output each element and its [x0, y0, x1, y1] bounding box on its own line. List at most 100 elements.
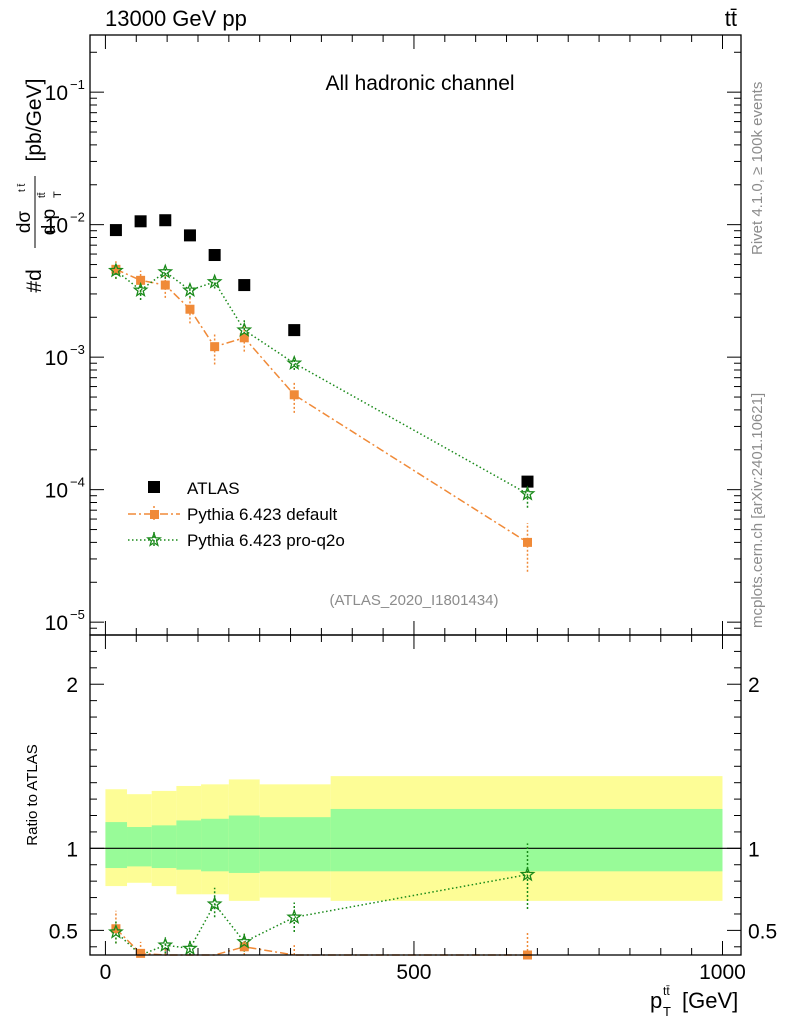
- ratio-band-stat: [201, 818, 229, 872]
- ratio-band-stat: [127, 827, 152, 867]
- main-ytick-labels: 10−110−210−310−410−5: [45, 77, 85, 635]
- main-panel: All hadronic channel 10−110−210−310 −410−…: [45, 34, 742, 636]
- ratio-band-stat: [105, 822, 128, 869]
- ratio-band-stat: [330, 808, 723, 872]
- main-marker-star: [182, 281, 198, 297]
- legend-marker-proq2o: [146, 531, 162, 547]
- ratio-ytick-label-right: 2: [748, 674, 760, 697]
- main-series-line: [115, 270, 528, 495]
- ratio-ytick-label-right: 1: [748, 838, 760, 861]
- legend: ATLAS Pythia 6.423 default Pythia 6.423 …: [128, 479, 345, 550]
- main-marker-square: [522, 537, 532, 547]
- main-marker-square: [239, 333, 249, 343]
- legend-marker-default: [150, 510, 159, 519]
- ratio-ytick-label-left: 1: [66, 838, 78, 861]
- main-marker-star: [157, 263, 174, 279]
- ratio-marker-square: [136, 948, 146, 958]
- legend-label-default: Pythia 6.423 default: [187, 505, 338, 524]
- main-marker-square: [238, 279, 251, 292]
- ratio-ytick-labels: 0.5 0.5 1 1 2 2: [49, 674, 777, 943]
- ratio-marker-star: [519, 866, 536, 882]
- main-ytick-label-base: 10: [45, 82, 68, 105]
- main-marker-square: [160, 280, 170, 290]
- main-error-bars: [115, 261, 529, 572]
- ratio-marker-star: [286, 908, 303, 925]
- main-ytick-label-exp: −3: [70, 342, 85, 357]
- main-marker-square: [109, 224, 122, 237]
- main-marker-square: [185, 304, 195, 314]
- main-ytick-label-exp: −4: [70, 475, 85, 490]
- main-markers: [107, 214, 536, 547]
- legend-label-atlas: ATLAS: [187, 479, 240, 498]
- main-ylabel: #d [pb/GeV] dσ t t̄ d p T tt̄: [14, 79, 64, 293]
- ratio-band-stat: [228, 815, 260, 873]
- main-ytick-label-exp: −2: [70, 210, 85, 225]
- main-marker-square: [208, 249, 221, 262]
- ratio-panel: 0.5 0.5 1 1 2 2 0 500 1000: [49, 634, 777, 984]
- svg-text:#d [pb/GeV]: #d [pb/GeV]: [23, 79, 46, 293]
- xlabel-sup: tt̄: [663, 984, 670, 998]
- main-marker-star: [236, 321, 253, 337]
- main-ytick-label-base: 10: [45, 215, 68, 238]
- ylabel-hash-d: #d: [23, 269, 46, 292]
- ratio-marker-star: [157, 936, 174, 952]
- xlabel: p T tt̄ [GeV]: [650, 984, 738, 1019]
- main-ytick-label-base: 10: [45, 480, 68, 503]
- main-marker-square: [111, 264, 121, 274]
- xtick-label: 0: [100, 961, 112, 984]
- main-marker-square: [183, 229, 196, 242]
- legend-marker-atlas: [148, 481, 160, 493]
- ratio-band-stat: [176, 820, 202, 870]
- ratio-ylabel: Ratio to ATLAS: [24, 744, 41, 845]
- legend-label-proq2o: Pythia 6.423 pro-q2o: [187, 531, 345, 550]
- ylabel-numerator-sup: t t̄: [16, 183, 28, 192]
- main-marker-star: [132, 281, 149, 297]
- xtick-label: 1000: [699, 961, 746, 984]
- main-marker-square: [288, 324, 301, 337]
- ylabel-numerator: dσ: [14, 211, 35, 234]
- main-marker-star: [519, 485, 536, 501]
- main-marker-star: [206, 273, 223, 289]
- ratio-marker-star: [236, 933, 253, 949]
- main-series-lines: [115, 268, 528, 544]
- ratio-band-stat: [151, 825, 177, 869]
- energy-label: 13000 GeV pp: [105, 6, 247, 31]
- main-marker-square: [210, 342, 220, 352]
- ratio-marker-star: [182, 940, 198, 956]
- ylabel-unit: [pb/GeV]: [23, 79, 46, 162]
- main-marker-star: [107, 262, 124, 278]
- ratio-ytick-label-right: 0.5: [748, 920, 777, 943]
- plot-title: All hadronic channel: [325, 72, 514, 95]
- mcplots-label: mcplots.cern.ch [arXiv:2401.10621]: [749, 393, 766, 628]
- main-ytick-label-exp: −5: [70, 607, 85, 622]
- main-marker-square: [289, 390, 299, 400]
- ratio-marker-square: [239, 942, 249, 952]
- ratio-marker-square: [111, 924, 121, 934]
- ylabel-denominator-sub: T: [52, 191, 64, 198]
- ratio-marker-star: [107, 923, 124, 939]
- main-axis-ticks: [90, 35, 741, 636]
- ylabel-denominator-sup: tt̄: [36, 192, 48, 198]
- main-marker-square: [159, 214, 172, 227]
- xtick-labels: 0 500 1000: [100, 961, 746, 984]
- ratio-axis-ticks: [90, 635, 741, 955]
- main-marker-square: [136, 275, 146, 285]
- xlabel-sub: T: [663, 1004, 671, 1019]
- ylabel-denominator: d p: [39, 209, 60, 235]
- main-marker-square: [134, 215, 147, 228]
- xtick-label: 500: [396, 961, 431, 984]
- main-marker-square: [521, 475, 534, 488]
- main-ytick-label-exp: −1: [70, 77, 85, 92]
- xlabel-unit: [GeV]: [682, 988, 738, 1013]
- ratio-ytick-label-left: 0.5: [49, 920, 78, 943]
- ratio-frame: [89, 634, 742, 956]
- ratio-ytick-label-left: 2: [66, 674, 78, 697]
- main-series-line: [115, 268, 528, 544]
- rivet-label: Rivet 4.1.0, ≥ 100k events: [749, 82, 766, 255]
- xlabel-p: p: [650, 988, 662, 1013]
- ratio-uncertainty-bands: [105, 776, 723, 901]
- process-label: tt̄: [725, 6, 737, 31]
- main-ytick-label-base: 10: [45, 347, 68, 370]
- main-ytick-label-base: 10: [45, 612, 68, 635]
